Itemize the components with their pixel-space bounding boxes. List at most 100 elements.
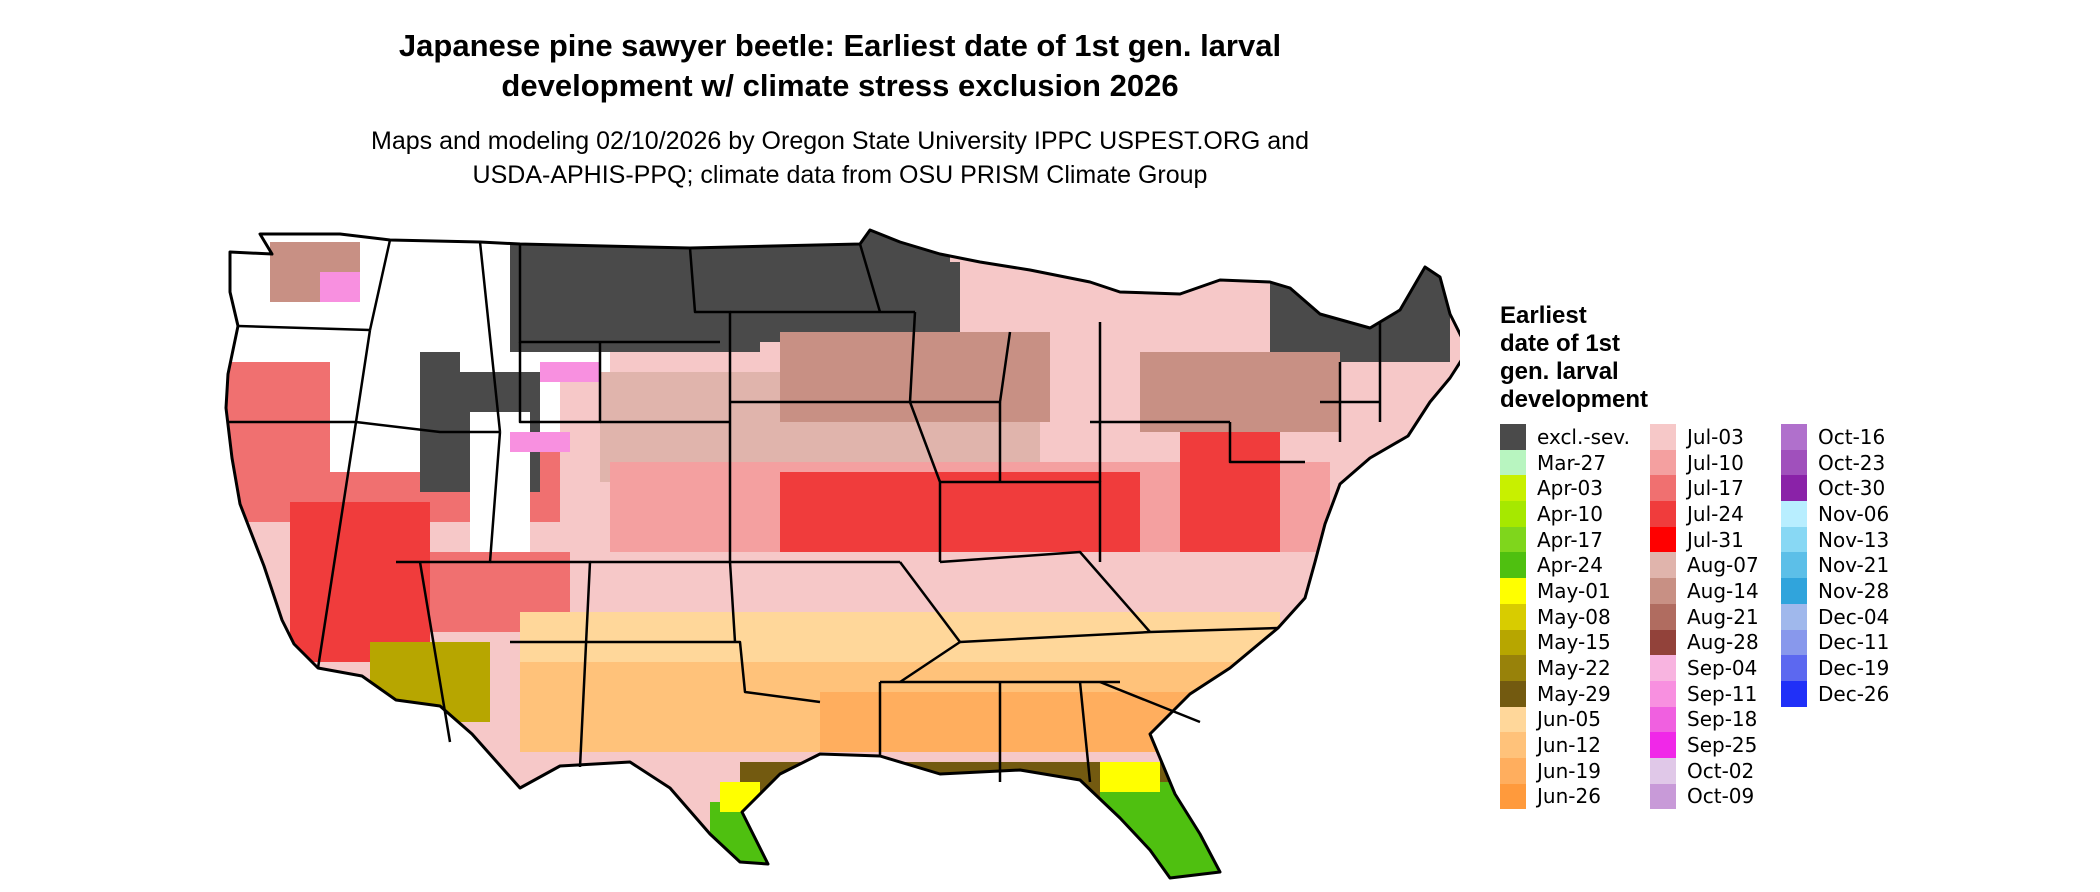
legend-item: Sep-11 bbox=[1650, 680, 1759, 707]
us-map bbox=[224, 228, 1460, 880]
legend-label: Apr-03 bbox=[1537, 476, 1603, 501]
legend-label: Nov-13 bbox=[1818, 527, 1890, 552]
legend-swatch bbox=[1650, 449, 1676, 476]
legend-label: May-22 bbox=[1537, 656, 1611, 681]
legend-item: Dec-26 bbox=[1781, 680, 1890, 707]
legend-item: Jun-26 bbox=[1500, 783, 1630, 810]
legend-label: Jul-24 bbox=[1687, 501, 1744, 526]
legend-label: Sep-25 bbox=[1687, 733, 1758, 758]
legend-swatch bbox=[1500, 578, 1526, 604]
map-subtitle: Maps and modeling 02/10/2026 by Oregon S… bbox=[200, 124, 1480, 192]
legend-item: Jul-31 bbox=[1650, 526, 1759, 553]
legend-label: Apr-24 bbox=[1537, 553, 1603, 578]
legend-swatch bbox=[1650, 424, 1676, 450]
legend-label: May-08 bbox=[1537, 604, 1611, 629]
legend-label: May-01 bbox=[1537, 578, 1611, 603]
legend-label: Jun-12 bbox=[1537, 733, 1601, 758]
legend-label: Jun-19 bbox=[1537, 758, 1601, 783]
legend-item: Oct-16 bbox=[1781, 424, 1889, 450]
legend-label: Mar-27 bbox=[1537, 450, 1607, 475]
legend-item: Nov-06 bbox=[1781, 501, 1889, 527]
legend-label: Oct-02 bbox=[1687, 758, 1755, 783]
legend-item: Dec-04 bbox=[1781, 603, 1890, 630]
legend-item: Apr-03 bbox=[1500, 475, 1630, 502]
legend-item: Nov-13 bbox=[1781, 526, 1890, 553]
legend-swatch bbox=[1650, 783, 1676, 810]
legend-label: Jul-03 bbox=[1687, 424, 1744, 449]
legend-label: Dec-19 bbox=[1818, 656, 1890, 681]
legend-title: Earliest date of 1st gen. larval develop… bbox=[1500, 302, 1648, 414]
legend-swatch bbox=[1781, 501, 1807, 527]
legend-label: Nov-06 bbox=[1818, 501, 1890, 526]
legend-swatch bbox=[1650, 629, 1676, 656]
legend-item: Oct-09 bbox=[1650, 783, 1759, 810]
legend-title-line: Earliest bbox=[1500, 302, 1587, 329]
legend-label: Jun-26 bbox=[1537, 784, 1601, 809]
legend-label: Dec-26 bbox=[1818, 681, 1890, 706]
legend-item: Aug-14 bbox=[1650, 578, 1759, 604]
legend-column-3: Oct-16 Oct-23 Oct-30 Nov-06 Nov-13 Nov-21 Nov-… bbox=[1781, 424, 1889, 707]
legend-swatch bbox=[1500, 475, 1526, 502]
legend-swatch bbox=[1500, 501, 1526, 527]
legend-label: Nov-28 bbox=[1818, 578, 1890, 603]
legend-label: May-29 bbox=[1537, 681, 1611, 706]
legend-label: May-15 bbox=[1537, 630, 1611, 655]
legend-swatch bbox=[1650, 526, 1676, 553]
legend-swatch bbox=[1781, 475, 1807, 502]
legend-title-line: date of 1st bbox=[1500, 330, 1621, 357]
legend-swatch bbox=[1650, 680, 1676, 707]
legend-label: Aug-07 bbox=[1687, 553, 1759, 578]
legend-swatch bbox=[1500, 706, 1526, 733]
legend-item: May-29 bbox=[1500, 680, 1630, 707]
legend-swatch bbox=[1500, 783, 1526, 810]
legend-item: May-15 bbox=[1500, 629, 1630, 656]
legend-swatch bbox=[1500, 526, 1526, 553]
legend-item: May-08 bbox=[1500, 603, 1630, 630]
legend-label: Jul-10 bbox=[1687, 450, 1744, 475]
legend-item: Aug-21 bbox=[1650, 603, 1759, 630]
legend-label: Aug-21 bbox=[1687, 604, 1759, 629]
legend-label: Jun-05 bbox=[1537, 707, 1601, 732]
legend-label: Sep-11 bbox=[1687, 681, 1758, 706]
legend-label: Oct-23 bbox=[1818, 450, 1886, 475]
legend-swatch bbox=[1500, 757, 1526, 784]
legend-swatch bbox=[1650, 552, 1676, 579]
legend-label: Apr-17 bbox=[1537, 527, 1603, 552]
legend-swatch bbox=[1650, 475, 1676, 502]
legend-swatch bbox=[1781, 578, 1807, 604]
legend-item: May-01 bbox=[1500, 578, 1630, 604]
legend-swatch bbox=[1500, 732, 1526, 758]
legend-label: Oct-09 bbox=[1687, 784, 1755, 809]
legend-label: Aug-28 bbox=[1687, 630, 1759, 655]
map-subtitle-line-1: Maps and modeling 02/10/2026 by Oregon S… bbox=[371, 127, 1309, 155]
legend-label: Jul-17 bbox=[1687, 476, 1744, 501]
legend-item: Oct-02 bbox=[1650, 757, 1759, 784]
legend-item: Oct-30 bbox=[1781, 475, 1889, 502]
legend-item: Aug-07 bbox=[1650, 552, 1759, 579]
legend-item: Oct-23 bbox=[1781, 449, 1889, 476]
legend-label: Jul-31 bbox=[1687, 527, 1744, 552]
legend-item: Dec-19 bbox=[1781, 655, 1889, 681]
legend-swatch bbox=[1500, 603, 1526, 630]
legend-swatch bbox=[1500, 552, 1526, 579]
legend-item: Dec-11 bbox=[1781, 629, 1889, 656]
legend-label: Sep-18 bbox=[1687, 707, 1758, 732]
legend-swatch bbox=[1781, 629, 1807, 656]
legend-item: Nov-21 bbox=[1781, 552, 1889, 579]
legend-item: Apr-10 bbox=[1500, 501, 1630, 527]
legend-item: Sep-04 bbox=[1650, 655, 1759, 681]
legend-swatch bbox=[1781, 680, 1807, 707]
legend-label: Sep-04 bbox=[1687, 656, 1758, 681]
legend-swatch bbox=[1781, 424, 1807, 450]
legend-label: Dec-04 bbox=[1818, 604, 1890, 629]
legend-swatch bbox=[1650, 732, 1676, 758]
legend-item: Sep-25 bbox=[1650, 732, 1759, 758]
map-title-line-1: Japanese pine sawyer beetle: Earliest da… bbox=[398, 28, 1282, 63]
legend-item: Nov-28 bbox=[1781, 578, 1889, 604]
legend-item: Aug-28 bbox=[1650, 629, 1759, 656]
legend-item: Sep-18 bbox=[1650, 706, 1759, 733]
legend-swatch bbox=[1781, 655, 1807, 681]
legend-item: May-22 bbox=[1500, 655, 1630, 681]
legend-item: Jul-10 bbox=[1650, 449, 1759, 476]
legend-swatch bbox=[1500, 629, 1526, 656]
